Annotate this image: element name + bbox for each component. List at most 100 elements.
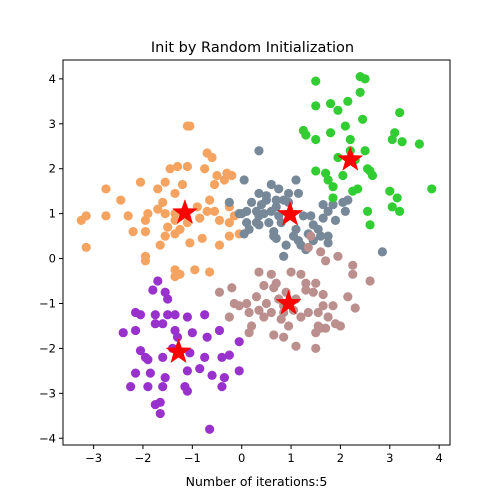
data-point-cluster-5	[158, 352, 168, 362]
data-point-cluster-4	[318, 289, 328, 300]
data-point-cluster-1	[202, 206, 212, 216]
data-point-cluster-2	[239, 175, 249, 185]
data-point-cluster-3	[397, 137, 407, 147]
data-point-cluster-4	[296, 269, 306, 279]
data-point-cluster-4	[311, 278, 321, 288]
data-point-cluster-3	[395, 206, 405, 216]
data-point-cluster-5	[182, 312, 192, 322]
data-point-cluster-1	[140, 215, 151, 225]
data-point-cluster-4	[303, 242, 313, 252]
data-point-cluster-1	[190, 265, 200, 275]
x-axis: −3 −2 −1 0 1 2 3 4	[85, 445, 443, 465]
data-point-cluster-5	[155, 397, 165, 407]
data-point-cluster-2	[281, 240, 291, 250]
data-point-cluster-5	[126, 382, 136, 392]
data-point-cluster-2	[254, 146, 264, 156]
data-point-cluster-3	[311, 166, 321, 176]
data-point-cluster-3	[323, 175, 333, 185]
data-point-cluster-2	[224, 197, 234, 208]
data-point-cluster-2	[323, 231, 333, 241]
data-point-cluster-1	[175, 269, 185, 279]
data-point-cluster-1	[153, 184, 163, 194]
plot-frame	[62, 59, 451, 446]
data-point-cluster-2	[264, 218, 274, 228]
y-tick-label: −3	[39, 386, 56, 400]
data-point-cluster-2	[266, 206, 276, 216]
data-point-cluster-2	[254, 188, 264, 199]
data-point-cluster-4	[311, 343, 321, 354]
y-tick-label: −4	[39, 431, 56, 445]
data-point-cluster-3	[395, 107, 405, 118]
centroid-layer	[165, 145, 364, 364]
data-point-cluster-2	[256, 200, 267, 210]
data-point-cluster-3	[333, 152, 343, 163]
data-point-cluster-3	[311, 101, 321, 111]
data-point-cluster-1	[224, 218, 234, 228]
data-point-cluster-5	[150, 319, 160, 329]
x-axis-label: Number of iterations:5	[186, 474, 328, 489]
data-point-cluster-1	[158, 197, 168, 208]
data-point-cluster-4	[313, 307, 323, 318]
data-point-cluster-1	[153, 204, 163, 214]
y-tick-label: −1	[39, 296, 56, 310]
data-point-cluster-2	[244, 224, 254, 234]
centroid-star-2	[276, 200, 304, 226]
data-point-cluster-5	[158, 319, 168, 329]
data-point-cluster-1	[170, 188, 180, 199]
data-point-cluster-4	[242, 298, 252, 309]
y-tick-label: −2	[39, 341, 56, 355]
data-point-cluster-5	[153, 276, 163, 286]
data-point-cluster-1	[101, 211, 111, 221]
data-point-cluster-2	[266, 179, 276, 190]
data-point-cluster-2	[318, 213, 328, 223]
data-point-cluster-5	[187, 328, 197, 338]
data-point-cluster-4	[328, 301, 338, 311]
data-point-cluster-2	[283, 188, 294, 199]
data-point-cluster-4	[321, 256, 331, 266]
data-point-cluster-1	[219, 175, 230, 185]
data-point-cluster-4	[348, 260, 358, 270]
data-point-cluster-1	[227, 170, 237, 181]
data-point-cluster-1	[177, 179, 188, 190]
data-point-cluster-4	[254, 267, 264, 277]
data-point-cluster-5	[182, 366, 192, 376]
data-point-cluster-5	[145, 368, 155, 378]
data-point-cluster-4	[269, 283, 279, 293]
data-point-cluster-1	[170, 229, 180, 239]
data-point-cluster-4	[301, 278, 311, 288]
data-point-cluster-2	[340, 206, 350, 216]
data-point-cluster-4	[335, 321, 346, 331]
data-point-cluster-5	[182, 386, 192, 396]
data-point-cluster-4	[261, 298, 271, 309]
data-point-cluster-5	[118, 328, 128, 338]
data-point-cluster-3	[392, 193, 402, 203]
data-point-cluster-1	[81, 242, 91, 252]
data-point-cluster-3	[360, 74, 370, 84]
data-point-cluster-2	[377, 247, 387, 257]
data-point-cluster-3	[325, 128, 336, 138]
data-point-cluster-4	[266, 307, 276, 318]
data-point-cluster-4	[291, 341, 301, 351]
data-point-cluster-3	[414, 139, 424, 149]
data-point-cluster-5	[205, 424, 215, 434]
data-point-cluster-5	[217, 382, 227, 392]
data-point-cluster-4	[283, 321, 294, 331]
data-point-cluster-2	[276, 218, 286, 228]
data-point-cluster-2	[279, 251, 289, 261]
data-point-cluster-3	[360, 146, 370, 156]
data-point-cluster-1	[165, 164, 175, 174]
data-point-cluster-1	[116, 195, 126, 205]
data-point-cluster-5	[200, 310, 210, 320]
data-point-cluster-5	[130, 368, 141, 378]
data-point-cluster-2	[254, 220, 264, 230]
data-point-cluster-3	[328, 182, 338, 192]
data-point-cluster-2	[298, 211, 308, 221]
data-point-cluster-5	[200, 352, 210, 362]
data-point-cluster-1	[185, 121, 195, 131]
data-point-cluster-4	[214, 287, 225, 297]
y-tick-label: 1	[49, 207, 56, 221]
data-point-cluster-1	[185, 238, 195, 248]
x-tick-label: −1	[184, 451, 201, 465]
data-point-cluster-4	[259, 280, 269, 291]
data-point-cluster-2	[338, 197, 348, 208]
